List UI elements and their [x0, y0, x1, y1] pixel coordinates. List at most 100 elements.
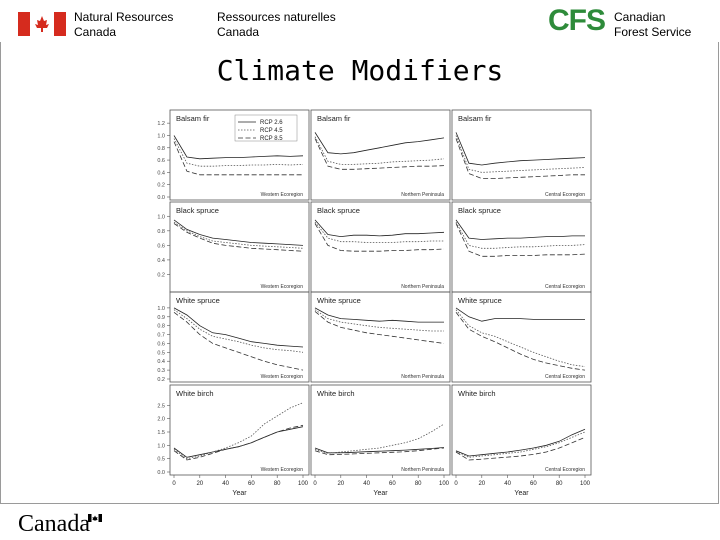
cfs-name-line1: Canadian [614, 10, 666, 24]
department-name-fr: Ressources naturelles Canada [217, 10, 336, 40]
y-tick-label: 0.2 [157, 183, 165, 189]
y-tick-label: 0.4 [157, 170, 165, 176]
x-tick-label: 80 [274, 481, 281, 487]
x-tick-label: 40 [222, 481, 229, 487]
series-line-rcp-8-5 [455, 138, 585, 179]
panel-frame [451, 109, 592, 201]
series-line-rcp-2-6 [455, 428, 586, 457]
wordmark-flag-icon [88, 514, 102, 522]
cfs-name-line2: Forest Service [614, 25, 692, 39]
panel-frame [310, 201, 451, 293]
series-line-rcp-2-6 [173, 219, 304, 246]
department-name-fr-line2: Canada [217, 25, 260, 39]
panel-species-label: White birch [176, 389, 214, 398]
series-line-rcp-4-5 [314, 136, 445, 165]
series-line-rcp-2-6 [173, 307, 304, 348]
panel-region-label: Northern Peninsula [401, 374, 444, 380]
series-line-rcp-8-5 [314, 447, 445, 456]
series-line-rcp-4-5 [455, 309, 586, 367]
x-tick-label: 0 [172, 481, 176, 487]
x-tick-label: 60 [248, 481, 255, 487]
y-tick-label: 0.8 [157, 324, 165, 330]
series-line-rcp-8-5 [173, 141, 303, 176]
y-tick-label: 0.4 [157, 258, 165, 264]
canada-wordmark: Canada [18, 511, 90, 537]
canada-flag-icon [18, 12, 66, 36]
series-line-rcp-4-5 [455, 135, 586, 173]
series-line-rcp-4-5 [455, 431, 586, 458]
department-name-fr-line1: Ressources naturelles [217, 10, 336, 24]
y-tick-label: 0.4 [157, 359, 165, 365]
panel-region-label: Western Ecoregion [261, 467, 304, 473]
panel-frame [169, 291, 310, 383]
legend-label: RCP 4.5 [260, 128, 283, 134]
y-tick-label: 0.2 [157, 272, 165, 278]
series-line-rcp-2-6 [455, 132, 586, 166]
series-line-rcp-2-6 [314, 307, 444, 323]
series-line-rcp-8-5 [314, 223, 445, 252]
y-tick-label: 1.0 [157, 443, 165, 449]
panel-frame [451, 384, 592, 476]
y-tick-label: 1.0 [157, 306, 165, 312]
panel-region-label: Northern Peninsula [401, 467, 444, 473]
x-axis-label: Year [373, 490, 388, 497]
x-tick-label: 100 [439, 481, 450, 487]
panel-frame [451, 201, 592, 293]
slide-title: Climate Modifiers [216, 54, 504, 87]
panel-region-label: Central Ecoregion [545, 284, 585, 290]
panel-species-label: Balsam fir [317, 114, 351, 123]
y-tick-label: 0.2 [157, 377, 165, 383]
panel-species-label: White spruce [458, 296, 502, 305]
series-line-rcp-2-6 [173, 135, 304, 160]
y-tick-label: 0.6 [157, 158, 165, 164]
y-tick-label: 0.6 [157, 341, 165, 347]
panel-species-label: White spruce [317, 296, 361, 305]
x-tick-label: 60 [389, 481, 396, 487]
x-tick-label: 40 [504, 481, 511, 487]
panel-species-label: White spruce [176, 296, 220, 305]
panel-species-label: Black spruce [458, 206, 501, 215]
panel-frame [310, 291, 451, 383]
y-tick-label: 0.8 [157, 229, 165, 235]
x-tick-label: 20 [337, 481, 344, 487]
panel-species-label: Balsam fir [176, 114, 210, 123]
series-line-rcp-4-5 [455, 221, 586, 249]
panel-frame [310, 109, 451, 201]
x-axis-label: Year [514, 490, 529, 497]
series-line-rcp-8-5 [455, 436, 586, 461]
legend-label: RCP 2.6 [260, 120, 283, 126]
panel-region-label: Central Ecoregion [545, 192, 585, 198]
x-tick-label: 20 [196, 481, 203, 487]
y-tick-label: 0.5 [157, 457, 165, 463]
panel-frame [451, 291, 592, 383]
y-tick-label: 2.5 [157, 403, 165, 409]
series-line-rcp-2-6 [173, 426, 304, 458]
y-tick-label: 1.0 [157, 133, 165, 139]
series-line-rcp-8-5 [173, 223, 304, 252]
series-line-rcp-8-5 [314, 311, 445, 344]
series-line-rcp-4-5 [173, 138, 304, 167]
y-tick-label: 1.0 [157, 214, 165, 220]
series-line-rcp-2-6 [314, 219, 445, 238]
panel-region-label: Western Ecoregion [261, 192, 304, 198]
panel-frame [310, 384, 451, 476]
x-tick-label: 100 [298, 481, 309, 487]
series-line-rcp-4-5 [314, 221, 444, 243]
panel-region-label: Central Ecoregion [545, 467, 585, 473]
legend-box [234, 114, 298, 142]
series-line-rcp-2-6 [455, 307, 585, 322]
panel-frame [169, 384, 310, 476]
series-line-rcp-4-5 [173, 309, 304, 353]
y-tick-label: 2.0 [157, 417, 165, 423]
x-tick-label: 100 [580, 481, 591, 487]
x-tick-label: 40 [363, 481, 370, 487]
series-line-rcp-8-5 [173, 311, 304, 371]
y-tick-label: 0.0 [157, 470, 165, 476]
department-name-en: Natural Resources Canada [74, 10, 173, 40]
x-axis-label: Year [232, 490, 247, 497]
department-name-en-line2: Canada [74, 25, 117, 39]
series-line-rcp-8-5 [314, 138, 445, 170]
series-line-rcp-2-6 [455, 219, 585, 240]
panel-region-label: Northern Peninsula [401, 284, 444, 290]
